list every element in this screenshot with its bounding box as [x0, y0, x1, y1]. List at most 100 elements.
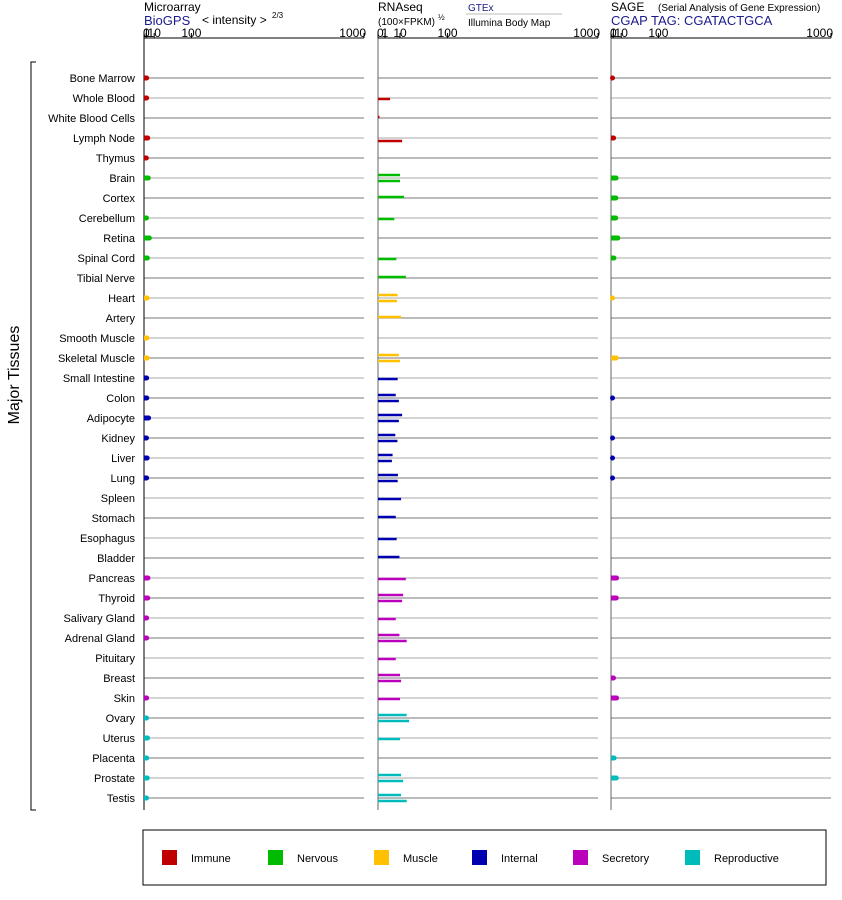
- tissue-label-adrenal-gland: Adrenal Gland: [65, 633, 135, 645]
- microarray-bar-cap-testis: [143, 795, 149, 801]
- tissue-label-kidney: Kidney: [101, 433, 135, 445]
- microarray-bar-cap-adipocyte: [146, 415, 152, 421]
- tissue-label-lymph-node: Lymph Node: [73, 133, 135, 145]
- microarray-bar-cap-lung: [144, 475, 150, 481]
- legend-label-immune: Immune: [191, 853, 231, 865]
- sage-bar-cap-thyroid: [613, 595, 619, 601]
- tissue-label-brain: Brain: [109, 173, 135, 185]
- tissue-label-colon: Colon: [106, 393, 135, 405]
- legend-label-nervous: Nervous: [297, 853, 338, 865]
- microarray-bar-cap-placenta: [144, 755, 150, 761]
- sage-bar-cap-liver: [610, 455, 615, 461]
- sage-bar-cap-retina: [615, 235, 621, 241]
- sage-bar-cap-spinal-cord: [611, 255, 617, 261]
- tissue-label-lung: Lung: [111, 473, 135, 485]
- microarray-bar-cap-cerebellum: [143, 215, 149, 221]
- microarray-bar-cap-skin: [144, 695, 150, 701]
- tissue-label-pituitary: Pituitary: [95, 653, 135, 665]
- microarray-tick-label: 100: [181, 26, 201, 40]
- sage-bar-cap-cerebellum: [613, 215, 619, 221]
- microarray-bar-cap-skeletal-muscle: [144, 355, 150, 361]
- rnaseq-source-2: Illumina Body Map: [468, 18, 551, 29]
- sage-tick-label: 10: [615, 26, 629, 40]
- microarray-bar-cap-brain: [145, 175, 151, 181]
- microarray-tick-label: 1: [143, 26, 150, 40]
- tissue-label-small-intestine: Small Intestine: [63, 373, 135, 385]
- legend-swatch-immune: [162, 850, 177, 865]
- tissue-label-esophagus: Esophagus: [80, 533, 136, 545]
- tissue-label-testis: Testis: [107, 793, 136, 805]
- tissue-label-bladder: Bladder: [97, 553, 135, 565]
- microarray-tick-label: 1000: [339, 26, 366, 40]
- tissue-label-salivary-gland: Salivary Gland: [63, 613, 135, 625]
- sage-bar-cap-lymph-node: [611, 135, 617, 141]
- microarray-unit-exponent: 2/3: [272, 11, 284, 20]
- microarray-bar-cap-kidney: [143, 435, 149, 441]
- tissue-label-stomach: Stomach: [92, 513, 135, 525]
- legend-swatch-secretory: [573, 850, 588, 865]
- sage-tick-label: 1: [610, 26, 617, 40]
- tissue-label-skin: Skin: [114, 693, 135, 705]
- sage-bar-cap-skin: [614, 695, 620, 701]
- sage-bar-cap-breast: [610, 675, 616, 681]
- sage-bar-cap-placenta: [611, 755, 617, 761]
- tissue-label-breast: Breast: [103, 673, 135, 685]
- tissue-label-smooth-muscle: Smooth Muscle: [59, 333, 135, 345]
- rnaseq-title: RNAseq: [378, 0, 423, 14]
- tissue-label-tibial-nerve: Tibial Nerve: [77, 273, 135, 285]
- rnaseq-tick-label: 100: [438, 26, 458, 40]
- microarray-bar-cap-spinal-cord: [144, 255, 150, 261]
- sage-bar-cap-skeletal-muscle: [613, 355, 619, 361]
- tissue-label-bone-marrow: Bone Marrow: [70, 73, 135, 85]
- legend-swatch-nervous: [268, 850, 283, 865]
- tissue-label-cerebellum: Cerebellum: [79, 213, 135, 225]
- rnaseq-tick-label: 0: [377, 26, 384, 40]
- tissue-label-cortex: Cortex: [103, 193, 136, 205]
- microarray-bar-cap-colon: [144, 395, 150, 401]
- legend-swatch-internal: [472, 850, 487, 865]
- microarray-bar-cap-thymus: [143, 155, 149, 161]
- tissue-label-skeletal-muscle: Skeletal Muscle: [58, 353, 135, 365]
- tissue-label-thyroid: Thyroid: [98, 593, 135, 605]
- tissue-label-artery: Artery: [106, 313, 136, 325]
- tissue-label-spleen: Spleen: [101, 493, 135, 505]
- microarray-unit-label: < intensity >: [202, 13, 267, 27]
- microarray-bar-cap-whole-blood: [144, 95, 150, 101]
- tissue-label-pancreas: Pancreas: [89, 573, 136, 585]
- sage-bar-cap-brain: [613, 175, 619, 181]
- tissue-label-thymus: Thymus: [96, 153, 136, 165]
- microarray-title: Microarray: [144, 0, 201, 14]
- microarray-bar-cap-adrenal-gland: [144, 635, 150, 641]
- tissue-label-white-blood-cells: White Blood Cells: [48, 113, 135, 125]
- rnaseq-source: GTEx: [468, 3, 494, 14]
- legend-label-secretory: Secretory: [602, 853, 650, 865]
- rnaseq-unit-label: (100×FPKM): [378, 17, 435, 28]
- legend-swatch-muscle: [374, 850, 389, 865]
- tissue-label-liver: Liver: [111, 453, 135, 465]
- tissue-label-prostate: Prostate: [94, 773, 135, 785]
- rnaseq-tick-label: 10: [393, 26, 407, 40]
- rnaseq-tick-label: 1: [382, 26, 389, 40]
- microarray-bar-cap-liver: [144, 455, 150, 461]
- sage-subtitle: (Serial Analysis of Gene Expression): [658, 3, 820, 14]
- sage-tick-label: 1000: [806, 26, 833, 40]
- tissue-label-spinal-cord: Spinal Cord: [78, 253, 135, 265]
- tissue-label-ovary: Ovary: [106, 713, 136, 725]
- tissue-label-placenta: Placenta: [92, 753, 136, 765]
- tissue-label-uterus: Uterus: [103, 733, 136, 745]
- microarray-bar-cap-retina: [146, 235, 152, 241]
- sage-bar-cap-cortex: [613, 195, 619, 201]
- sage-bar-cap-prostate: [613, 775, 619, 781]
- sage-title: SAGE: [611, 0, 644, 14]
- tissue-label-heart: Heart: [108, 293, 135, 305]
- microarray-bar-cap-bone-marrow: [144, 75, 150, 81]
- microarray-bar-cap-thyroid: [145, 595, 151, 601]
- microarray-bar-cap-lymph-node: [145, 135, 151, 141]
- legend-label-muscle: Muscle: [403, 853, 438, 865]
- microarray-bar-cap-heart: [144, 295, 150, 301]
- microarray-bar-cap-small-intestine: [144, 375, 150, 381]
- sage-source: CGAP TAG: CGATACTGCA: [611, 13, 773, 28]
- sage-bar-cap-pancreas: [614, 575, 620, 581]
- tissue-bracket: [30, 61, 36, 811]
